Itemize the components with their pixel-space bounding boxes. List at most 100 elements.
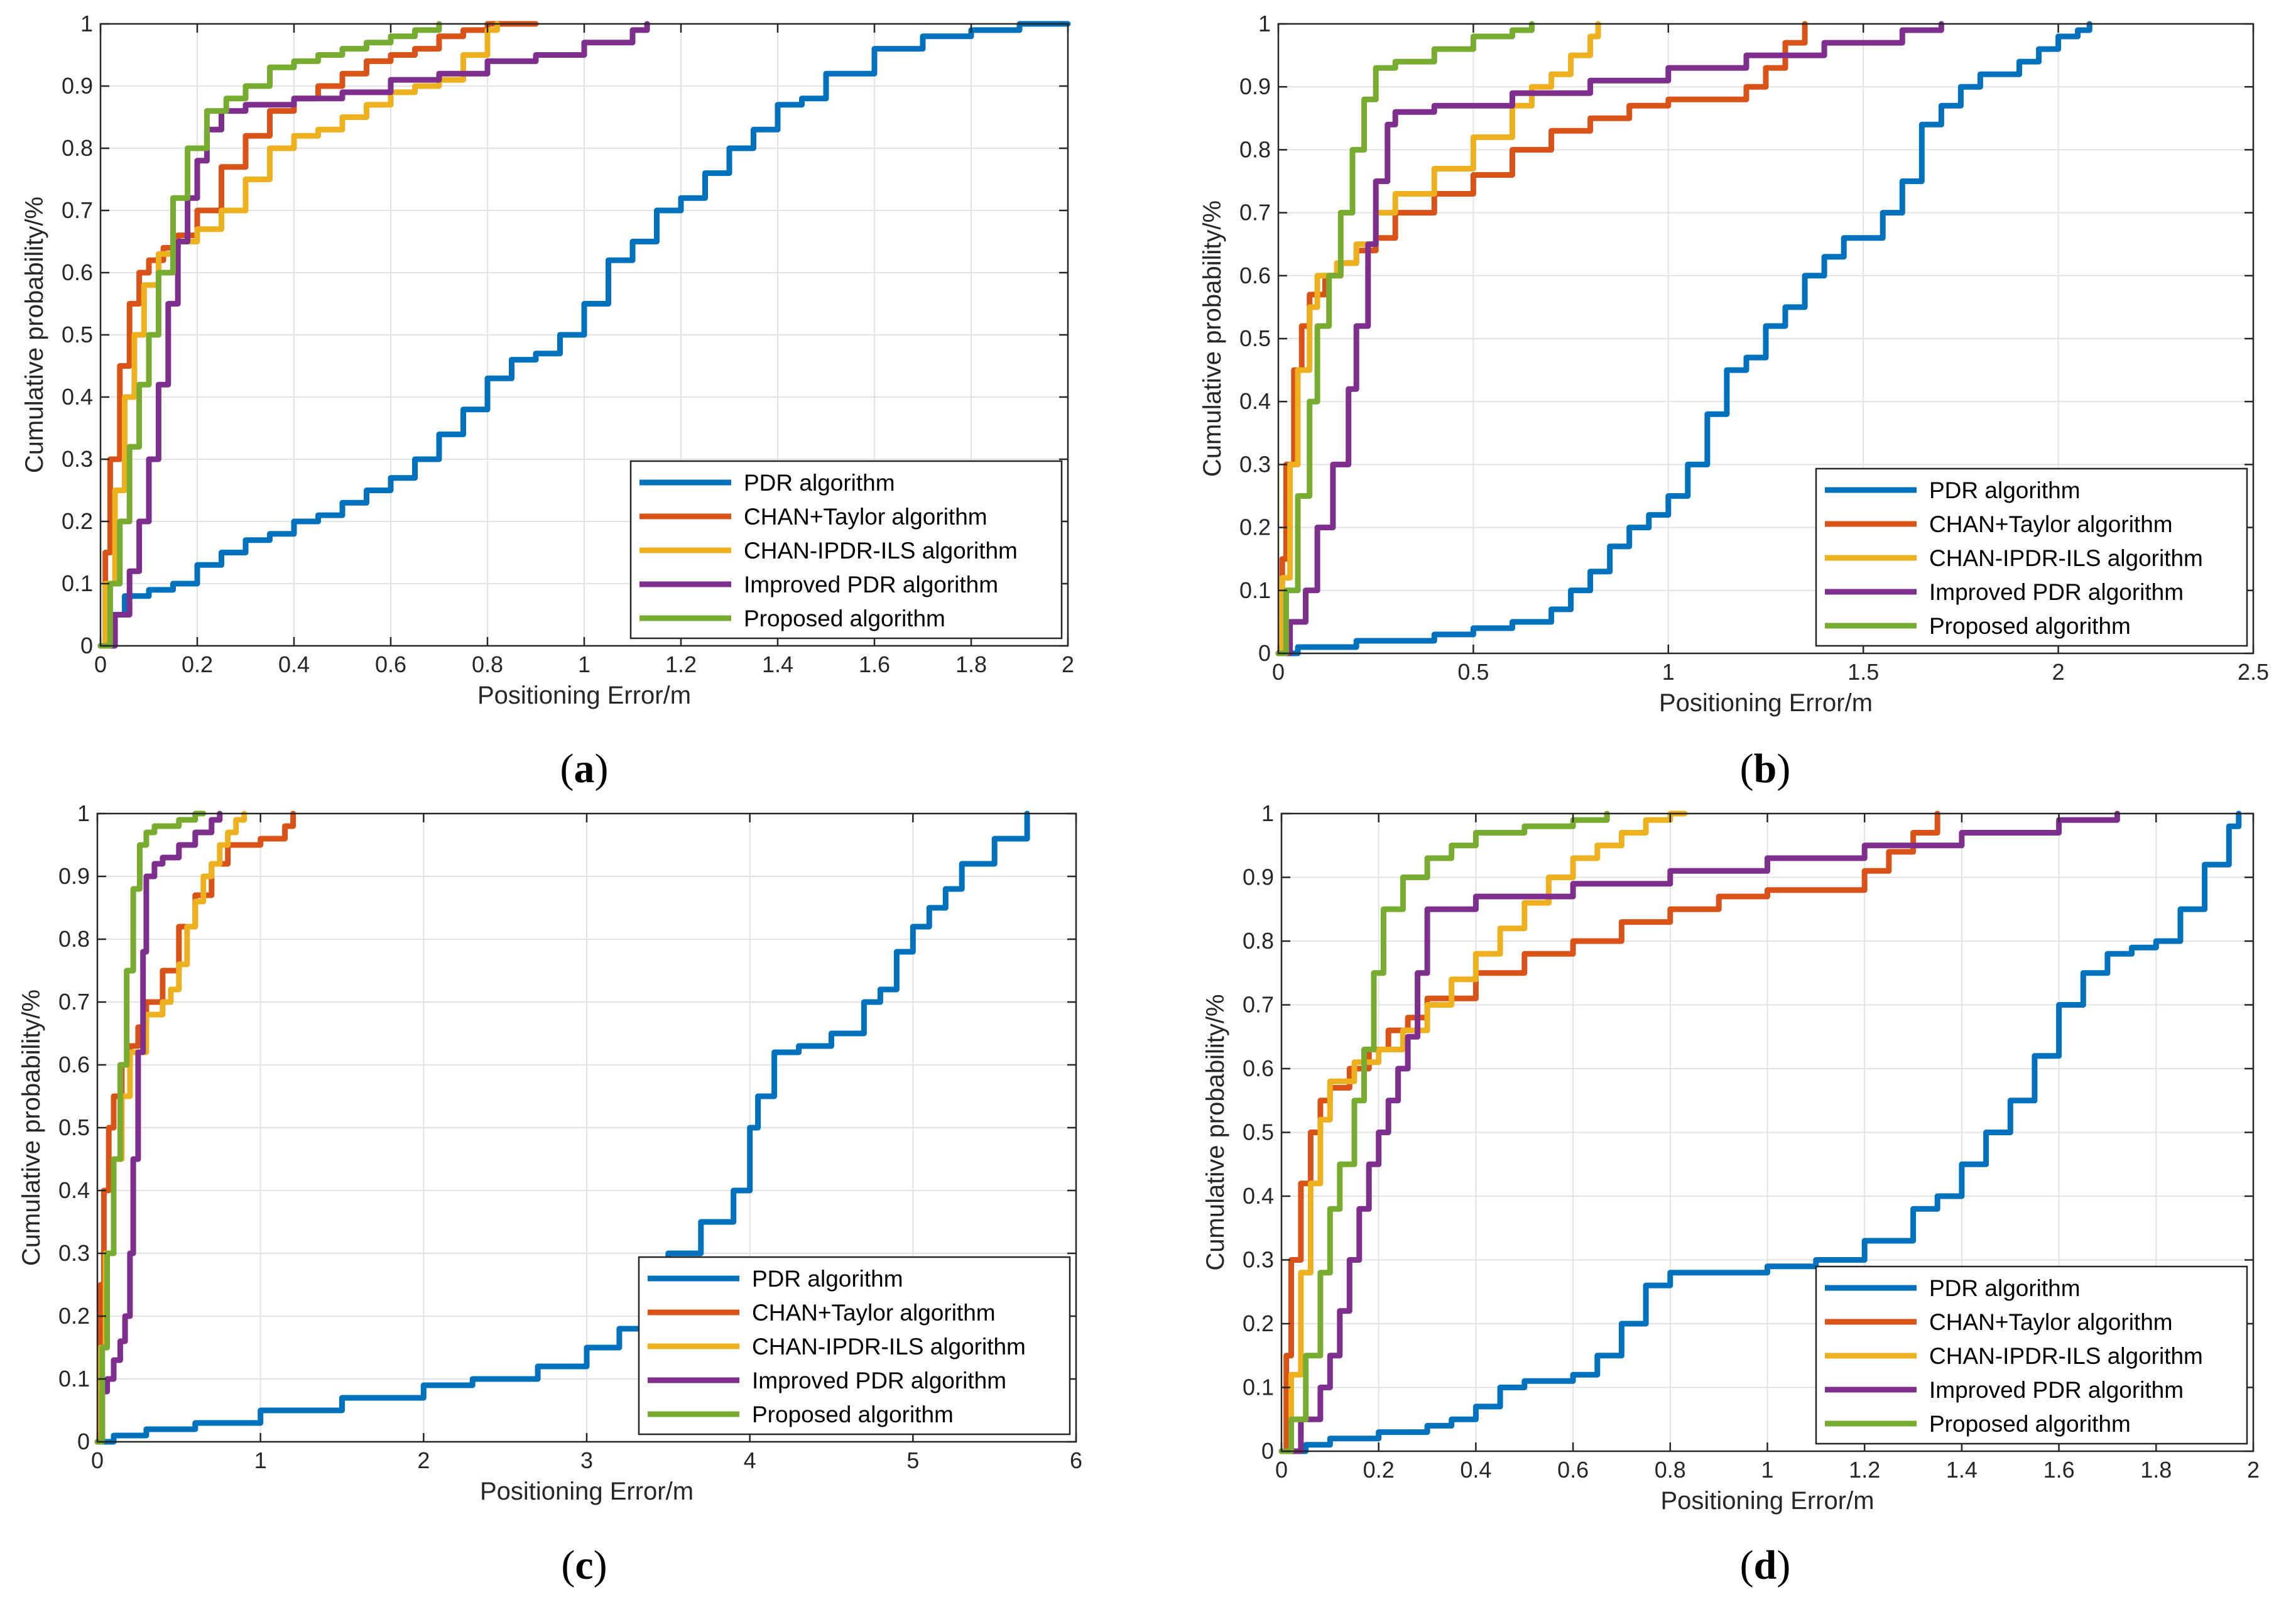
- x-tick-label: 1.6: [2043, 1457, 2075, 1483]
- y-tick-label: 0.3: [1239, 451, 1271, 477]
- legend-label-improved-pdr: Improved PDR algorithm: [752, 1368, 1006, 1393]
- y-tick-label: 0.5: [1243, 1120, 1274, 1145]
- x-tick-label: 1.8: [955, 651, 987, 677]
- panel-caption: (d): [1740, 1542, 1791, 1588]
- x-tick-label: 3: [580, 1447, 593, 1473]
- x-axis-label: Positioning Error/m: [1660, 1487, 1874, 1515]
- x-tick-label: 0.8: [1655, 1457, 1686, 1483]
- y-tick-label: 0.3: [1243, 1247, 1274, 1273]
- series-line-pdr: [1275, 21, 2092, 657]
- y-tick-label: 0.6: [58, 1052, 90, 1077]
- panel-caption: (b): [1740, 746, 1791, 792]
- y-tick-label: 0.2: [1243, 1310, 1274, 1336]
- y-tick-label: 0.6: [1239, 263, 1271, 288]
- legend: PDR algorithm CHAN+Taylor algorithm CHAN-I…: [638, 1256, 1071, 1436]
- x-tick-label: 0.4: [278, 651, 310, 677]
- y-tick-label: 0.1: [1243, 1375, 1274, 1400]
- series-line-chan-ipdr-ils: [97, 21, 500, 649]
- x-tick-label: 0.2: [1363, 1457, 1395, 1483]
- y-tick-label: 0.8: [62, 135, 93, 161]
- x-tick-label: 6: [1070, 1447, 1082, 1473]
- legend-label-chan-taylor: CHAN+Taylor algorithm: [752, 1300, 996, 1326]
- y-axis-label: Cumulative probability/%: [1202, 994, 1229, 1270]
- legend-label-chan-taylor: CHAN+Taylor algorithm: [744, 504, 987, 530]
- legend-label-chan-ipdr-ils: CHAN-IPDR-ILS algorithm: [1929, 545, 2203, 571]
- y-axis-label: Cumulative probability/%: [21, 197, 48, 473]
- y-tick-label: 0.5: [58, 1114, 90, 1140]
- y-tick-label: 0.2: [1239, 515, 1271, 540]
- legend-label-pdr: PDR algorithm: [1929, 477, 2081, 503]
- x-tick-label: 1: [1662, 659, 1675, 685]
- y-tick-label: 0.6: [1243, 1055, 1274, 1081]
- x-tick-label: 1.4: [1946, 1457, 1978, 1483]
- legend-label-chan-ipdr-ils: CHAN-IPDR-ILS algorithm: [752, 1334, 1026, 1360]
- legend-label-pdr: PDR algorithm: [744, 470, 895, 496]
- y-axis-label: Cumulative probability/%: [1199, 200, 1226, 477]
- panel-caption: (a): [560, 746, 609, 792]
- y-tick-label: 0: [80, 633, 93, 658]
- y-tick-label: 1: [1261, 800, 1274, 826]
- y-tick-label: 0.3: [62, 446, 93, 472]
- panel-caption: (c): [561, 1542, 607, 1588]
- x-tick-label: 1: [1761, 1457, 1773, 1483]
- y-tick-label: 0.4: [1239, 388, 1271, 414]
- x-tick-label: 1: [254, 1447, 267, 1473]
- x-tick-label: 0: [91, 1447, 104, 1473]
- legend-label-pdr: PDR algorithm: [1929, 1275, 2081, 1301]
- series-line-improved-pdr: [1275, 21, 1944, 657]
- legend-label-proposed: Proposed algorithm: [1929, 1411, 2131, 1437]
- y-tick-label: 0.7: [1243, 992, 1274, 1018]
- y-tick-label: 0: [1261, 1438, 1274, 1464]
- x-tick-label: 1.6: [859, 651, 890, 677]
- x-tick-label: 0.5: [1457, 659, 1489, 685]
- y-tick-label: 0.4: [62, 384, 93, 410]
- legend-label-improved-pdr: Improved PDR algorithm: [744, 572, 998, 597]
- y-tick-label: 0.2: [58, 1303, 90, 1329]
- series-line-improved-pdr: [97, 21, 650, 649]
- x-tick-label: 1.4: [762, 651, 793, 677]
- y-tick-label: 0.1: [58, 1366, 90, 1392]
- series-line-chan-ipdr-ils: [1278, 810, 1688, 1454]
- series-line-pdr: [1278, 810, 2242, 1454]
- x-tick-label: 0.4: [1460, 1457, 1491, 1483]
- chart-panel-c: 0 1 2 3 4 5 6 0 0.1 0.2 0.3 0.4 0.5 0.6 0.7 0.8 0.9 1 Posi…: [18, 800, 1082, 1588]
- legend-label-proposed: Proposed algorithm: [1929, 613, 2131, 639]
- x-axis-label: Positioning Error/m: [477, 682, 691, 709]
- y-tick-label: 0.9: [1243, 864, 1274, 890]
- y-tick-label: 0.8: [1239, 136, 1271, 162]
- x-tick-label: 0.8: [472, 651, 503, 677]
- x-tick-label: 0.6: [1557, 1457, 1589, 1483]
- y-tick-label: 1: [80, 11, 93, 36]
- y-tick-label: 0.3: [58, 1240, 90, 1266]
- x-tick-label: 4: [744, 1447, 756, 1473]
- y-tick-label: 0.4: [1243, 1183, 1274, 1209]
- x-tick-label: 2.5: [2238, 659, 2269, 685]
- y-tick-label: 0.8: [1243, 928, 1274, 954]
- y-tick-label: 1: [77, 800, 90, 826]
- chart-panel-d: 0 0.2 0.4 0.6 0.8 1 1.2 1.4 1.6 1.8 2 0 0.1 0.2 0.3 0.4…: [1202, 800, 2260, 1588]
- legend: PDR algorithm CHAN+Taylor algorithm CHAN-I…: [1815, 1265, 2248, 1445]
- series-line-proposed: [1275, 21, 1535, 657]
- x-tick-label: 2: [417, 1447, 430, 1473]
- y-tick-label: 0.6: [62, 259, 93, 285]
- y-tick-label: 0.5: [1239, 325, 1271, 351]
- x-tick-label: 2: [1062, 651, 1074, 677]
- y-tick-label: 0.1: [62, 570, 93, 596]
- x-tick-label: 0: [1275, 1457, 1288, 1483]
- legend-label-chan-taylor: CHAN+Taylor algorithm: [1929, 511, 2173, 537]
- y-tick-label: 0.7: [58, 989, 90, 1015]
- x-tick-label: 2: [2052, 659, 2065, 685]
- series-line-pdr: [97, 21, 1071, 649]
- series-line-chan-taylor: [97, 21, 539, 649]
- legend-label-improved-pdr: Improved PDR algorithm: [1929, 1377, 2184, 1403]
- legend-label-chan-ipdr-ils: CHAN-IPDR-ILS algorithm: [1929, 1343, 2203, 1369]
- y-tick-label: 0.5: [62, 322, 93, 347]
- series-line-proposed: [94, 810, 207, 1445]
- series-line-proposed: [97, 21, 442, 649]
- x-tick-label: 1.2: [1849, 1457, 1880, 1483]
- x-tick-label: 0: [1272, 659, 1285, 685]
- y-tick-label: 0.9: [1239, 74, 1271, 99]
- series-line-chan-taylor: [1275, 21, 1808, 657]
- series-line-improved-pdr: [1278, 810, 2120, 1454]
